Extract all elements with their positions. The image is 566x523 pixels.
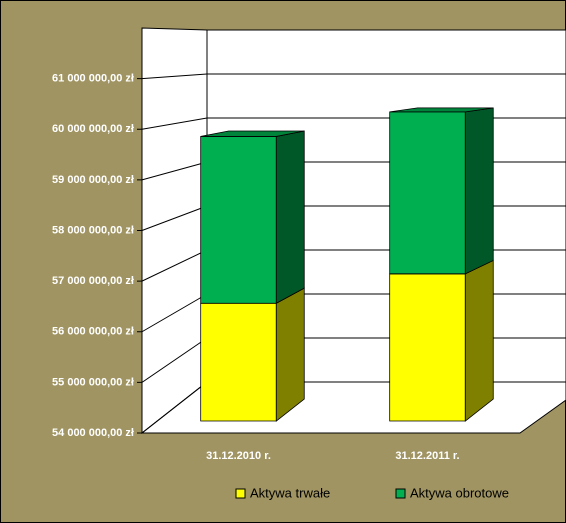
y-tick-label: 55 000 000,00 zł: [52, 376, 134, 388]
grid-line: [141, 293, 208, 333]
side-wall: [141, 27, 208, 435]
bar-top: [389, 107, 494, 113]
bar-front: [389, 111, 466, 275]
bar-front: [200, 136, 277, 304]
bar-side: [464, 259, 494, 422]
y-tick-label: 58 000 000,00 zł: [52, 224, 134, 236]
grid-line: [141, 161, 208, 181]
y-tick-label: 60 000 000,00 zł: [52, 123, 134, 135]
bar-side: [275, 287, 305, 422]
grid-line: [141, 337, 208, 383]
grid-line: [141, 205, 208, 231]
grid-line: [141, 381, 208, 434]
legend-label: Aktywa obrotowe: [410, 485, 509, 500]
bar-front: [200, 302, 277, 422]
bar-segment: [389, 107, 494, 275]
y-tick-label: 54 000 000,00 zł: [52, 427, 134, 439]
legend-label: Aktywa trwałe: [250, 485, 330, 500]
bar-segment: [200, 287, 305, 422]
legend-swatch: [235, 488, 246, 499]
bar-side: [275, 130, 305, 304]
y-tick-label: 57 000 000,00 zł: [52, 275, 134, 287]
x-tick-label: 31.12.2010 r.: [206, 450, 271, 462]
bar-segment: [200, 130, 305, 304]
bar-top: [200, 130, 305, 137]
grid-line: [141, 117, 208, 130]
bar-segment: [389, 259, 494, 422]
bar-side: [464, 107, 494, 275]
y-tick-label: 56 000 000,00 zł: [52, 326, 134, 338]
legend-swatch: [395, 488, 406, 499]
y-tick-label: 61 000 000,00 zł: [52, 73, 134, 85]
grid-line: [141, 249, 208, 282]
grid-line: [141, 73, 208, 80]
bar-front: [389, 273, 466, 422]
x-tick-label: 31.12.2011 r.: [395, 450, 459, 462]
y-tick-label: 59 000 000,00 zł: [52, 174, 134, 186]
